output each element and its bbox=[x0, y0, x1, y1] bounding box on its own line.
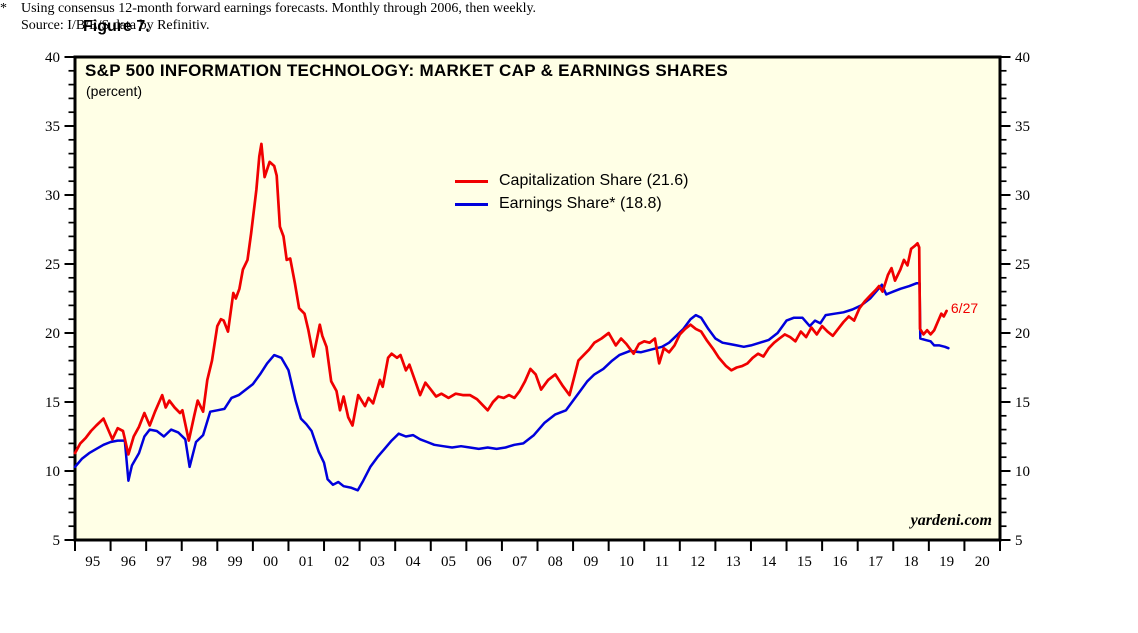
x-axis-label: 05 bbox=[441, 554, 456, 570]
axis-labels: 5 5 10 10 15 15 20 20 25 25 30 30 35 35 40 40 95 96 97 98 99… bbox=[45, 50, 1030, 570]
series-line-earnings-share bbox=[73, 282, 950, 492]
chart-title: S&P 500 INFORMATION TECHNOLOGY: MARKET C… bbox=[85, 61, 728, 80]
chart-subtitle: (percent) bbox=[86, 83, 143, 99]
x-axis-label: 18 bbox=[904, 554, 919, 570]
x-axis-label: 01 bbox=[299, 554, 314, 570]
footnote-line1: Using consensus 12-month forward earning… bbox=[21, 1, 537, 16]
x-axis-label: 95 bbox=[85, 554, 100, 570]
x-axis-label: 02 bbox=[334, 554, 349, 570]
legend-swatch-capitalization-share bbox=[455, 179, 488, 183]
y-axis-label-left: 30 bbox=[45, 188, 60, 204]
legend-label-capitalization-share: Capitalization Share (21.6) bbox=[499, 172, 689, 189]
legend-item-earnings-share: Earnings Share* (18.8) bbox=[455, 195, 688, 213]
date-annotation: 6/27 bbox=[951, 300, 978, 316]
x-axis-label: 12 bbox=[690, 554, 705, 570]
footnote: * Using consensus 12-month forward earni… bbox=[0, 0, 1138, 34]
x-axis-label: 96 bbox=[121, 554, 137, 570]
y-axis-label-left: 5 bbox=[53, 533, 61, 549]
y-axis-label-left: 25 bbox=[45, 257, 60, 273]
axis-ticks bbox=[64, 56, 1011, 551]
x-axis-label: 11 bbox=[655, 554, 669, 570]
x-axis-label: 17 bbox=[868, 554, 884, 570]
y-axis-label-right: 25 bbox=[1015, 257, 1030, 273]
x-axis-label: 00 bbox=[263, 554, 278, 570]
x-axis-label: 03 bbox=[370, 554, 385, 570]
x-axis-label: 13 bbox=[726, 554, 741, 570]
legend-swatch-earnings-share bbox=[455, 202, 488, 206]
x-axis-label: 20 bbox=[975, 554, 990, 570]
x-axis-label: 97 bbox=[156, 554, 172, 570]
y-axis-label-right: 35 bbox=[1015, 119, 1030, 135]
x-axis-label: 04 bbox=[405, 554, 421, 570]
legend-label-earnings-share: Earnings Share* (18.8) bbox=[499, 195, 662, 212]
y-axis-label-right: 20 bbox=[1015, 326, 1030, 342]
y-axis-label-left: 20 bbox=[45, 326, 60, 342]
footnote-text: Using consensus 12-month forward earning… bbox=[21, 0, 536, 34]
y-axis-label-right: 5 bbox=[1015, 533, 1023, 549]
x-axis-label: 07 bbox=[512, 554, 528, 570]
legend: Capitalization Share (21.6) Earnings Sha… bbox=[455, 172, 688, 213]
x-axis-label: 10 bbox=[619, 554, 634, 570]
y-axis-label-left: 35 bbox=[45, 119, 60, 135]
x-axis-label: 19 bbox=[939, 554, 954, 570]
legend-item-capitalization-share: Capitalization Share (21.6) bbox=[455, 172, 688, 190]
x-axis-label: 98 bbox=[192, 554, 207, 570]
y-axis-label-left: 15 bbox=[45, 395, 60, 411]
y-axis-label-left: 10 bbox=[45, 464, 60, 480]
footnote-line2: Source: I/B/E/S data by Refinitiv. bbox=[21, 18, 210, 33]
x-axis-label: 09 bbox=[583, 554, 598, 570]
watermark: yardeni.com bbox=[910, 512, 992, 529]
x-axis-label: 08 bbox=[548, 554, 563, 570]
y-axis-label-left: 40 bbox=[45, 50, 60, 66]
x-axis-label: 16 bbox=[832, 554, 848, 570]
y-axis-label-right: 40 bbox=[1015, 50, 1030, 66]
series-line-capitalization-share bbox=[73, 142, 948, 456]
x-axis-label: 99 bbox=[228, 554, 243, 570]
x-axis-label: 14 bbox=[761, 554, 777, 570]
y-axis-label-right: 30 bbox=[1015, 188, 1030, 204]
footnote-marker: * bbox=[0, 1, 7, 16]
x-axis-label: 06 bbox=[477, 554, 493, 570]
x-axis-label: 15 bbox=[797, 554, 812, 570]
figure-label: Figure 7. bbox=[83, 18, 150, 35]
plot-area bbox=[73, 55, 1002, 542]
y-axis-label-right: 10 bbox=[1015, 464, 1030, 480]
y-axis-label-right: 15 bbox=[1015, 395, 1030, 411]
